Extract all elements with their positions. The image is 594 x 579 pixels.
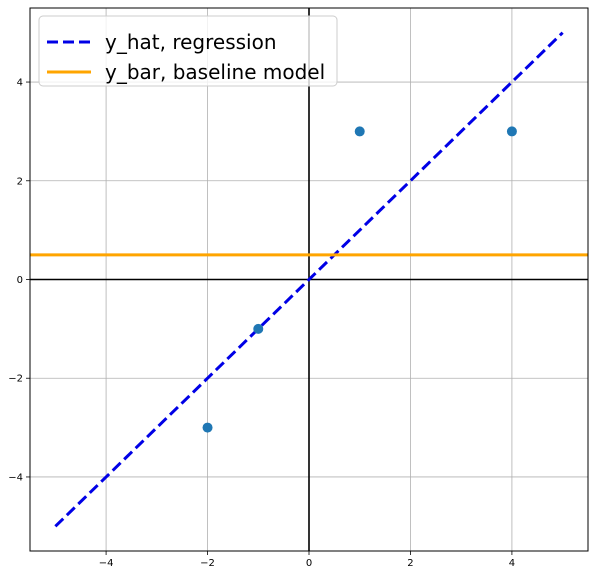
legend: y_hat, regression y_bar, baseline model [39,16,337,86]
x-tick-label: 2 [407,558,413,569]
y-tick-label: 4 [17,78,23,89]
legend-label-0: y_hat, regression [105,30,277,54]
y-tick-label: −4 [8,472,23,483]
y-tick-label: −2 [8,374,23,385]
legend-label-1: y_bar, baseline model [105,60,325,84]
x-tick-label: −2 [200,558,215,569]
y-tick-label: 2 [17,176,23,187]
x-tick-label: 0 [306,558,312,569]
x-tick-label: 4 [509,558,515,569]
data-point [203,423,213,433]
y-tick-label: 0 [17,275,23,286]
data-point [355,126,365,136]
x-tick-label: −4 [99,558,114,569]
data-point [253,324,263,334]
data-point [507,126,517,136]
